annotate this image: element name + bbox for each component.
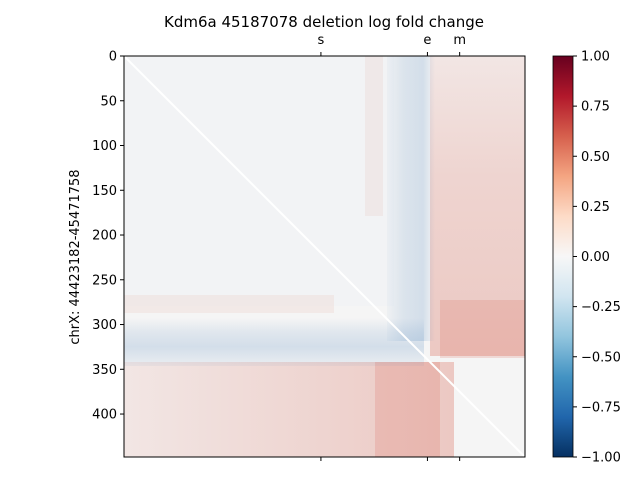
y-tick-label: 200 — [92, 229, 117, 244]
colorbar-axis: 1.00 0.75 0.50 0.25 0.00 −0.25 −0.50 −0.75 −1.00 — [573, 50, 621, 466]
faint-red-streak-horizontal — [124, 295, 334, 313]
top-tick-label: m — [453, 33, 466, 48]
colorbar-tick-label: 0.50 — [581, 150, 610, 165]
colorbar-tick-label: 0.75 — [581, 100, 610, 115]
red-region-lower — [124, 362, 454, 457]
upper-left-region — [124, 56, 394, 306]
blue-band-vertical — [387, 56, 435, 341]
y-axis: 0 50 100 150 200 250 300 350 400 — [92, 50, 124, 423]
y-tick-label: 300 — [92, 318, 117, 333]
masked-diagonal — [124, 56, 525, 457]
colorbar-tick-label: 1.00 — [581, 50, 610, 65]
y-tick-label: 0 — [109, 50, 117, 65]
colorbar-tick-label: 0.00 — [581, 250, 610, 265]
colorbar-tick-label: −0.25 — [581, 300, 621, 315]
red-hotspot-right — [440, 300, 525, 358]
plot-frame — [123, 55, 526, 458]
red-hotspot-lower — [375, 362, 440, 457]
y-tick-label: 250 — [92, 273, 117, 288]
red-region-right — [430, 56, 525, 356]
faint-red-streak-vertical — [365, 56, 383, 216]
colorbar-tick-label: 0.25 — [581, 200, 610, 215]
colorbar — [552, 55, 574, 458]
colorbar-tick-label: −0.75 — [581, 400, 621, 415]
colorbar-tick-label: −0.50 — [581, 350, 621, 365]
blue-band-horizontal — [124, 318, 424, 366]
top-tick-label: s — [318, 33, 325, 48]
y-tick-label: 350 — [92, 363, 117, 378]
chart-title: Kdm6a 45187078 deletion log fold change — [164, 13, 484, 31]
y-tick-label: 100 — [92, 139, 117, 154]
y-axis-label: chrX: 44423182-45471758 — [68, 169, 83, 344]
heatmap-area — [124, 56, 525, 457]
top-tick-label: e — [423, 33, 431, 48]
y-tick-label: 150 — [92, 184, 117, 199]
colorbar-tick-label: −1.00 — [581, 451, 621, 466]
y-tick-label: 400 — [92, 408, 117, 423]
y-tick-label: 50 — [100, 94, 117, 109]
